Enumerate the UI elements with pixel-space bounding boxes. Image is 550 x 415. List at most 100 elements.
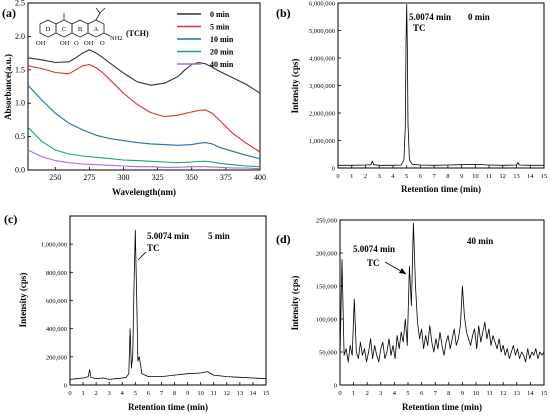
y-tick-label: 0.5 <box>15 132 25 141</box>
panel-a-legend: 0 min 5 min 10 min 20 min 40 min <box>177 10 234 69</box>
y-tick-label: 250,000 <box>316 218 337 225</box>
x-tick-label: 13 <box>237 390 244 397</box>
panel-b-series <box>338 4 544 166</box>
x-tick-label: 5 <box>406 390 409 397</box>
y-tick-label: 600,000 <box>46 298 67 305</box>
series-line <box>338 4 544 166</box>
y-tick-label: 150,000 <box>316 284 337 291</box>
x-tick-label: 9 <box>461 390 464 397</box>
structure-group-o: O <box>100 40 105 47</box>
y-tick-label: 1.0 <box>15 99 25 108</box>
series-line-20-min <box>27 126 261 168</box>
panel-a-y-axis: 0.0 0.5 1.0 1.5 2.0 2.5 <box>15 0 31 175</box>
panel-b-x-axis-title: Retention time (min) <box>401 184 481 194</box>
y-tick-label: 200,000 <box>46 354 67 361</box>
y-tick-label: 0 <box>334 383 337 390</box>
structure-group-oh: OH <box>60 40 70 47</box>
bond-line <box>95 12 101 21</box>
panel-c-x-axis: 0 1 2 3 4 5 6 7 8 9 10 11 12 13 14 15 <box>68 382 269 397</box>
panel-b-hplc-0min: (b) 0 1,000,000 2,000,000 3,000,000 4,000,00… <box>276 1 547 195</box>
panel-d-label: (d) <box>276 232 291 246</box>
panel-c-time-label: 5 min <box>208 231 230 241</box>
y-tick-label: 0.0 <box>15 166 25 175</box>
series-line <box>339 222 545 363</box>
x-tick-label: 250 <box>49 173 61 182</box>
y-tick-label: 3,000,000 <box>309 83 335 90</box>
y-tick-label: 0 <box>332 166 335 173</box>
x-tick-label: 7 <box>434 390 438 397</box>
y-tick-label: 2,000,000 <box>309 111 335 118</box>
series-line-5-min <box>27 63 261 153</box>
panel-d-peak-label: 5.0074 min <box>353 244 395 254</box>
x-tick-label: 2 <box>364 173 367 180</box>
panel-c-peak-label: 5.0074 min <box>147 231 189 241</box>
panel-c-y-axis: 0 200,000 400,000 600,000 800,000 1,000,000 <box>41 242 73 390</box>
x-tick-label: 375 <box>220 173 232 182</box>
panel-d-y-axis-title: Intensity (cps) <box>290 276 300 331</box>
panel-b-time-label: 0 min <box>468 12 490 22</box>
x-tick-label: 4 <box>391 173 395 180</box>
series-line-0-min <box>27 49 261 94</box>
panel-a-frame <box>27 2 261 171</box>
x-tick-label: 300 <box>118 173 130 182</box>
x-tick-label: 13 <box>514 390 521 397</box>
structure-group-nh2: NH2 <box>110 35 123 42</box>
panel-d-series <box>339 222 545 363</box>
structure-name-label: (TCH) <box>126 29 149 38</box>
panel-a-label: (a) <box>2 6 16 20</box>
x-tick-label: 3 <box>379 390 382 397</box>
panel-a-y-axis-title: Absorbance(a.u.) <box>3 54 13 120</box>
x-tick-label: 10 <box>473 390 480 397</box>
panel-d-y-axis: 0 50,000 100,000 150,000 200,000 250,000 <box>316 218 343 390</box>
y-tick-label: 0 <box>64 383 67 390</box>
x-tick-label: 9 <box>460 173 463 180</box>
panel-b-frame <box>337 2 545 169</box>
ring-label-b: B <box>78 26 83 33</box>
panel-a-x-axis: 250 275 300 325 350 375 400 <box>49 167 266 182</box>
legend-entry: 5 min <box>210 23 230 32</box>
x-tick-label: 1 <box>350 173 353 180</box>
panel-b-label: (b) <box>276 6 291 20</box>
panel-c-label: (c) <box>4 212 17 226</box>
x-tick-label: 275 <box>83 173 95 182</box>
y-tick-label: 1,000,000 <box>41 242 67 249</box>
series-line-10-min <box>27 84 261 160</box>
x-tick-label: 4 <box>121 390 125 397</box>
panel-b-compound-label: TC <box>413 23 426 33</box>
panel-d-x-axis-title: Retention time (min) <box>402 402 482 412</box>
y-tick-label: 400,000 <box>46 326 67 333</box>
x-tick-label: 11 <box>211 390 217 397</box>
panel-c-frame <box>69 215 267 386</box>
x-tick-label: 9 <box>186 390 189 397</box>
x-tick-label: 14 <box>250 390 257 397</box>
panel-c-hplc-5min: (c) 0 200,000 400,000 600,000 800,000 1,000,0… <box>4 212 269 412</box>
x-tick-label: 14 <box>527 173 534 180</box>
y-tick-label: 200,000 <box>316 251 337 258</box>
x-tick-label: 13 <box>513 173 520 180</box>
y-tick-label: 800,000 <box>46 270 67 277</box>
legend-entry: 0 min <box>210 10 230 19</box>
x-tick-label: 11 <box>486 390 492 397</box>
y-tick-label: 6,000,000 <box>309 1 335 8</box>
panel-b-y-axis: 0 1,000,000 2,000,000 3,000,000 4,000,000 5,0… <box>309 1 341 173</box>
x-tick-label: 6 <box>147 390 151 397</box>
x-tick-label: 6 <box>420 390 424 397</box>
panel-b-y-axis-title: Intensity (cps) <box>290 59 300 114</box>
x-tick-label: 11 <box>486 173 492 180</box>
structure-group-oh: OH <box>84 40 94 47</box>
x-tick-label: 1 <box>352 390 355 397</box>
y-tick-label: 1.5 <box>15 65 25 74</box>
panel-d-frame <box>339 219 545 386</box>
y-tick-label: 5,000,000 <box>309 28 335 35</box>
y-tick-label: 50,000 <box>319 350 337 357</box>
x-tick-label: 6 <box>419 173 423 180</box>
structure-group-oh: OH <box>36 40 46 47</box>
ring-label-d: D <box>46 26 51 33</box>
panel-d-x-axis: 0 1 2 3 4 5 6 7 8 9 10 11 12 13 14 15 <box>338 382 547 397</box>
x-tick-label: 12 <box>224 390 231 397</box>
bond-line <box>99 7 106 14</box>
x-tick-label: 15 <box>541 173 548 180</box>
x-tick-label: 8 <box>173 390 176 397</box>
panel-d-peak-arrowhead <box>399 268 406 274</box>
